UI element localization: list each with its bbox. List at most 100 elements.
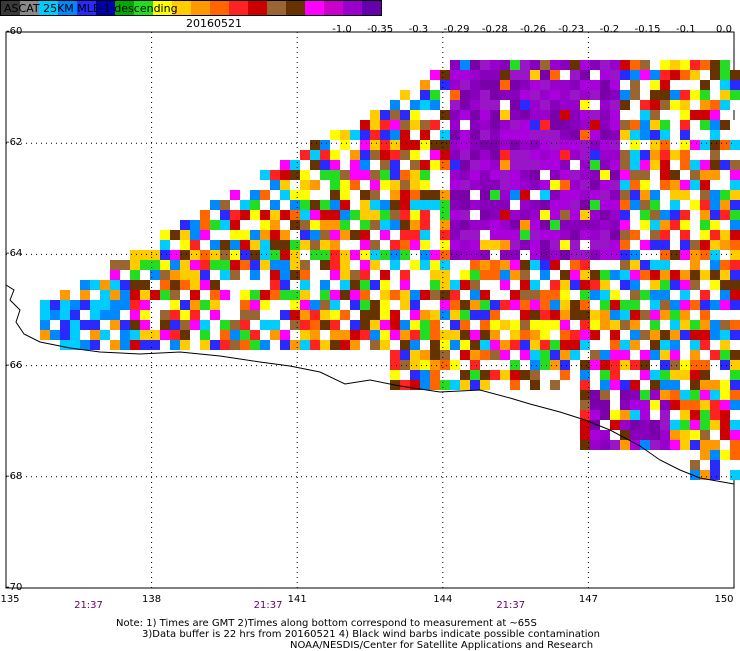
wind-cell — [450, 300, 460, 310]
wind-cell — [320, 230, 330, 240]
wind-cell — [540, 130, 550, 140]
wind-cell — [720, 420, 730, 430]
wind-cell — [130, 290, 140, 300]
wind-cell — [140, 270, 150, 280]
wind-cell — [60, 290, 70, 300]
wind-cell — [610, 420, 620, 430]
wind-cell — [720, 60, 730, 70]
wind-cell — [690, 460, 700, 470]
wind-cell — [110, 310, 120, 320]
wind-cell — [720, 300, 730, 310]
wind-cell — [360, 150, 370, 160]
wind-cell — [530, 260, 540, 270]
wind-cell — [640, 200, 650, 210]
wind-cell — [650, 60, 660, 70]
wind-cell — [530, 90, 540, 100]
wind-cell — [210, 240, 220, 250]
wind-cell — [580, 170, 590, 180]
wind-cell — [730, 290, 740, 300]
wind-cell — [630, 390, 640, 400]
color-swatch — [210, 1, 229, 15]
wind-cell — [280, 180, 290, 190]
wind-cell — [650, 380, 660, 390]
wind-cell — [350, 130, 360, 140]
wind-cell — [550, 110, 560, 120]
wind-cell — [150, 310, 160, 320]
wind-cell — [400, 190, 410, 200]
wind-cell — [590, 230, 600, 240]
wind-cell — [690, 70, 700, 80]
wind-cell — [250, 330, 260, 340]
wind-cell — [630, 380, 640, 390]
wind-cell — [630, 130, 640, 140]
wind-cell — [180, 290, 190, 300]
wind-cell — [660, 270, 670, 280]
wind-cell — [170, 270, 180, 280]
wind-cell — [530, 140, 540, 150]
wind-cell — [650, 80, 660, 90]
wind-cell — [580, 100, 590, 110]
wind-cell — [410, 260, 420, 270]
wind-cell — [620, 250, 630, 260]
wind-cell — [610, 370, 620, 380]
wind-cell — [690, 400, 700, 410]
wind-cell — [680, 360, 690, 370]
wind-cell — [570, 240, 580, 250]
wind-cell — [620, 320, 630, 330]
wind-cell — [590, 90, 600, 100]
wind-cell — [450, 170, 460, 180]
wind-cell — [510, 150, 520, 160]
wind-cell — [600, 300, 610, 310]
wind-cell — [390, 250, 400, 260]
wind-cell — [430, 90, 440, 100]
wind-cell — [280, 220, 290, 230]
wind-cell — [390, 320, 400, 330]
wind-cell — [80, 290, 90, 300]
wind-cell — [650, 200, 660, 210]
wind-cell — [590, 360, 600, 370]
wind-cell — [640, 170, 650, 180]
wind-cell — [620, 180, 630, 190]
wind-cell — [130, 270, 140, 280]
wind-cell — [420, 280, 430, 290]
wind-cell — [620, 310, 630, 320]
wind-cell — [690, 200, 700, 210]
wind-cell — [370, 170, 380, 180]
wind-cell — [590, 170, 600, 180]
wind-cell — [650, 150, 660, 160]
wind-cell — [720, 210, 730, 220]
wind-cell — [550, 60, 560, 70]
wind-cell — [530, 200, 540, 210]
wind-cell — [610, 170, 620, 180]
wind-cell — [670, 60, 680, 70]
color-scale-bar — [0, 0, 382, 16]
wind-cell — [280, 250, 290, 260]
wind-cell — [500, 340, 510, 350]
wind-cell — [510, 250, 520, 260]
wind-cell — [410, 130, 420, 140]
wind-cell — [580, 140, 590, 150]
wind-cell — [400, 160, 410, 170]
wind-cell — [680, 140, 690, 150]
wind-cell — [600, 350, 610, 360]
wind-cell — [690, 390, 700, 400]
wind-cell — [600, 100, 610, 110]
wind-cell — [300, 320, 310, 330]
wind-cell — [510, 290, 520, 300]
wind-cell — [610, 150, 620, 160]
wind-cell — [460, 240, 470, 250]
wind-cell — [370, 130, 380, 140]
color-scale-label: -1.0 — [332, 24, 352, 35]
wind-cell — [440, 320, 450, 330]
wind-cell — [700, 100, 710, 110]
wind-cell — [500, 220, 510, 230]
wind-cell — [460, 230, 470, 240]
wind-cell — [630, 290, 640, 300]
wind-cell — [280, 210, 290, 220]
wind-cell — [640, 370, 650, 380]
wind-cell — [590, 310, 600, 320]
wind-cell — [630, 310, 640, 320]
wind-cell — [630, 230, 640, 240]
wind-cell — [700, 440, 710, 450]
wind-cell — [720, 130, 730, 140]
